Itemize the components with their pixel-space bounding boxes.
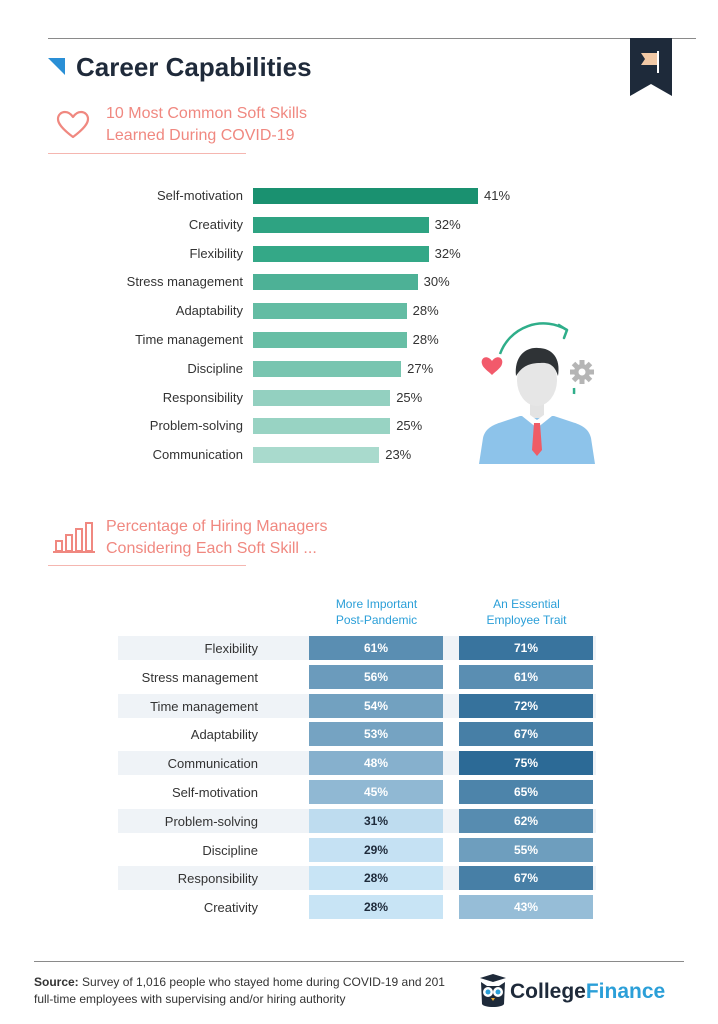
section2-title-line2: Considering Each Soft Skill ... <box>106 540 317 557</box>
section1-title: 10 Most Common Soft Skills Learned Durin… <box>106 103 307 147</box>
table-cell: 61% <box>459 664 593 689</box>
column-header-line: Employee Trait <box>486 613 567 627</box>
row-label: Problem-solving <box>164 813 258 829</box>
table-cell: 45% <box>309 780 443 804</box>
table-cell: 31% <box>309 808 443 833</box>
row-label: Adaptability <box>190 727 258 743</box>
bar-value-label: 41% <box>484 188 511 203</box>
heart-icon <box>56 110 90 139</box>
row-label: Creativity <box>203 900 258 916</box>
bar <box>253 418 391 435</box>
bottom-divider <box>34 961 684 962</box>
bar-label: Responsibility <box>162 389 243 405</box>
bar-value-label: 25% <box>396 389 423 405</box>
bar-label: Stress management <box>126 274 243 290</box>
bar-label: Adaptability <box>175 303 243 319</box>
table-cell: 48% <box>309 751 443 776</box>
source-label: Source: <box>34 975 79 989</box>
row-label: Self-motivation <box>172 785 258 800</box>
column-header-line: Post-Pandemic <box>335 613 418 627</box>
page-title: Career Capabilities <box>76 52 312 82</box>
bar-value-label: 32% <box>434 216 461 232</box>
bar <box>253 245 429 262</box>
bar <box>253 216 429 233</box>
bar <box>253 447 380 464</box>
table-cell: 71% <box>459 636 593 660</box>
column-header-line: More Important <box>335 597 418 611</box>
bookmark-flag-icon <box>630 38 672 96</box>
bar <box>253 332 407 348</box>
section1-title-line1: 10 Most Common Soft Skills <box>106 105 307 122</box>
table-cell: 75% <box>459 751 593 776</box>
column-header: More Important Post-Pandemic <box>304 596 449 628</box>
row-label: Time management <box>150 698 258 714</box>
bar-label: Creativity <box>188 216 243 232</box>
brand-name: CollegeFinance <box>510 980 665 1004</box>
bar-value-label: 30% <box>423 274 450 290</box>
table-cell: 67% <box>459 722 593 747</box>
bar <box>253 188 478 204</box>
bar-label: Self-motivation <box>157 188 243 203</box>
bar-label: Problem-solving <box>149 418 243 434</box>
table-cell: 28% <box>309 866 443 891</box>
source-text: Survey of 1,016 people who stayed home d… <box>34 975 445 1006</box>
table-cell: 53% <box>309 722 443 747</box>
bar <box>253 303 407 320</box>
section2-title: Percentage of Hiring Managers Considerin… <box>106 516 327 560</box>
person-illustration <box>479 322 595 464</box>
column-header: An Essential Employee Trait <box>454 596 599 628</box>
bar-value-label: 28% <box>412 303 439 319</box>
table-cell: 43% <box>459 895 593 920</box>
table-cell: 61% <box>309 636 443 660</box>
bar-chart-icon <box>53 522 95 553</box>
top-divider <box>48 38 696 39</box>
source-note: Source: Survey of 1,016 people who staye… <box>34 974 464 1008</box>
bar-value-label: 28% <box>412 332 439 347</box>
table-cell: 67% <box>459 866 593 891</box>
section1-divider <box>48 153 246 154</box>
table-cell: 65% <box>459 780 593 804</box>
bar-value-label: 23% <box>385 447 412 463</box>
title-accent-icon <box>48 58 65 75</box>
bar-label: Flexibility <box>189 245 243 261</box>
brand-name-part2: Finance <box>585 980 666 1003</box>
row-label: Discipline <box>202 842 258 858</box>
bar-value-label: 25% <box>396 418 423 434</box>
bar-label: Communication <box>152 447 243 463</box>
row-label: Responsibility <box>177 871 258 887</box>
bar-label: Time management <box>135 332 243 347</box>
table-cell: 55% <box>459 837 593 862</box>
section2-divider <box>48 565 246 566</box>
row-label: Communication <box>167 756 258 772</box>
bar <box>253 274 418 291</box>
bar <box>253 389 391 406</box>
bar-label: Discipline <box>187 360 243 376</box>
bar-value-label: 32% <box>434 245 461 261</box>
table-cell: 62% <box>459 808 593 833</box>
section2-title-line1: Percentage of Hiring Managers <box>106 518 328 535</box>
table-cell: 56% <box>309 664 443 689</box>
brand-name-part1: College <box>510 980 586 1003</box>
owl-logo-icon <box>480 974 506 1007</box>
college-finance-logo: CollegeFinance <box>478 974 693 1010</box>
table-cell: 28% <box>309 895 443 920</box>
table-cell: 29% <box>309 837 443 862</box>
table-cell: 72% <box>459 693 593 718</box>
row-label: Flexibility <box>204 641 258 656</box>
table-cell: 54% <box>309 693 443 718</box>
section1-title-line2: Learned During COVID-19 <box>106 127 295 144</box>
column-header-line: An Essential <box>493 597 560 611</box>
row-label: Stress management <box>141 669 258 685</box>
bar <box>253 360 402 377</box>
bar-value-label: 27% <box>407 360 434 376</box>
